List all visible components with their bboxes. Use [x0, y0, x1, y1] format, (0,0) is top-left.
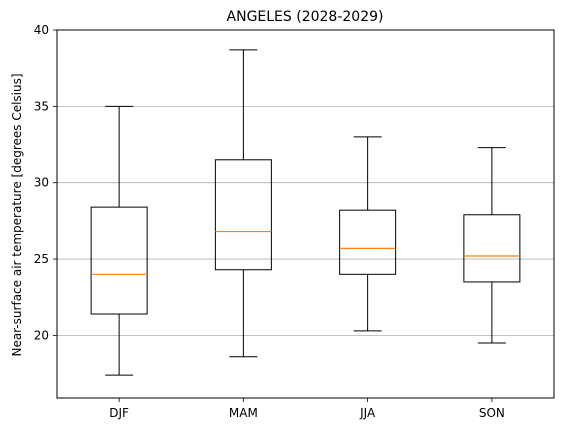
x-tick-label: JJA: [359, 406, 376, 420]
iqr-box: [90, 206, 148, 315]
x-tick-label: DJF: [109, 406, 129, 420]
box-plot-jja: [339, 136, 397, 332]
iqr-box: [339, 209, 397, 275]
x-tick-label: SON: [479, 406, 505, 420]
y-axis-label: Near-surface air temperature [degrees Ce…: [10, 73, 24, 356]
plot-area-frame: [56, 29, 555, 399]
y-tick-label: 35: [34, 99, 49, 113]
iqr-box: [463, 214, 521, 283]
box-plot-son: [463, 147, 521, 344]
box-plot-djf: [90, 105, 148, 376]
x-axis-ticks: DJF MAM JJA SON: [109, 398, 505, 420]
y-tick-label: 25: [34, 252, 49, 266]
y-tick-label: 40: [34, 23, 49, 37]
box-plots: [90, 49, 521, 376]
y-axis-ticks: 20 25 30 35 40: [34, 23, 57, 342]
y-tick-label: 20: [34, 328, 49, 342]
x-tick-label: MAM: [229, 406, 258, 420]
iqr-box: [214, 159, 272, 271]
chart-title: ANGELES (2028-2029): [227, 9, 384, 25]
y-tick-label: 30: [34, 176, 49, 190]
box-plot-mam: [214, 49, 272, 358]
